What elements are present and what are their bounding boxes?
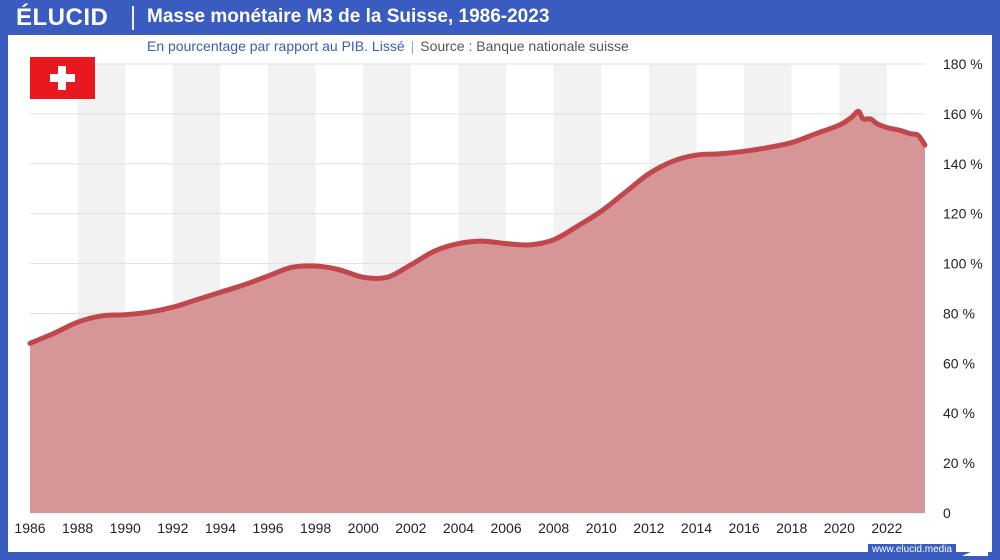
x-tick-label: 2008 xyxy=(538,520,569,536)
y-tick-label: 80 % xyxy=(943,305,975,321)
x-tick-label: 2010 xyxy=(586,520,617,536)
x-tick-label: 2002 xyxy=(395,520,426,536)
y-tick-label: 60 % xyxy=(943,355,975,371)
header-bar xyxy=(0,0,1000,35)
flag-cross-vertical xyxy=(58,66,66,90)
x-tick-label: 2020 xyxy=(824,520,855,536)
y-tick-label: 40 % xyxy=(943,405,975,421)
y-tick-label: 140 % xyxy=(943,156,983,172)
subtitle-text: En pourcentage par rapport au PIB. Lissé xyxy=(147,38,405,54)
x-tick-label: 1992 xyxy=(157,520,188,536)
x-tick-label: 1998 xyxy=(300,520,331,536)
subtitle-separator: | xyxy=(410,38,415,54)
chart-title: Masse monétaire M3 de la Suisse, 1986-20… xyxy=(147,6,550,27)
series-line xyxy=(27,108,928,346)
footer-url[interactable]: www.elucid.media xyxy=(867,544,956,555)
y-tick-label: 100 % xyxy=(943,256,983,272)
x-tick-label: 2004 xyxy=(443,520,474,536)
x-tick-label: 2018 xyxy=(776,520,807,536)
swiss-flag-icon xyxy=(30,57,95,99)
frame-left xyxy=(0,0,8,560)
x-axis-ticks: 1986 1988 1990 1992 1994 1996 1998 2000 2002 2004… xyxy=(14,520,902,536)
x-tick-label: 2012 xyxy=(633,520,664,536)
frame-bottom xyxy=(0,552,1000,560)
x-tick-label: 2016 xyxy=(729,520,760,536)
x-tick-label: 1990 xyxy=(110,520,141,536)
footer-logo-icon xyxy=(962,544,988,556)
x-tick-label: 1994 xyxy=(205,520,236,536)
x-tick-label: 1986 xyxy=(14,520,45,536)
x-tick-label: 2014 xyxy=(681,520,712,536)
logo-separator xyxy=(132,6,134,30)
frame-right xyxy=(992,0,1000,560)
brand-logo[interactable]: ÉLUCID xyxy=(16,4,109,31)
chart-subtitle: En pourcentage par rapport au PIB. Lissé… xyxy=(147,38,629,54)
x-tick-label: 2000 xyxy=(348,520,379,536)
y-tick-label: 180 % xyxy=(943,56,983,72)
source-text: Source : Banque nationale suisse xyxy=(420,38,629,54)
x-tick-label: 2022 xyxy=(871,520,902,536)
x-tick-label: 1996 xyxy=(252,520,283,536)
area-fill xyxy=(30,111,925,513)
y-tick-label: 160 % xyxy=(943,106,983,122)
x-tick-label: 1988 xyxy=(62,520,93,536)
y-tick-label: 20 % xyxy=(943,455,975,471)
y-tick-label: 120 % xyxy=(943,206,983,222)
x-tick-label: 2006 xyxy=(490,520,521,536)
y-tick-label: 0 xyxy=(943,505,951,521)
y-axis-ticks: 0 20 % 40 % 60 % 80 % 100 % 120 % 140 % 160 % 180… xyxy=(943,56,983,521)
